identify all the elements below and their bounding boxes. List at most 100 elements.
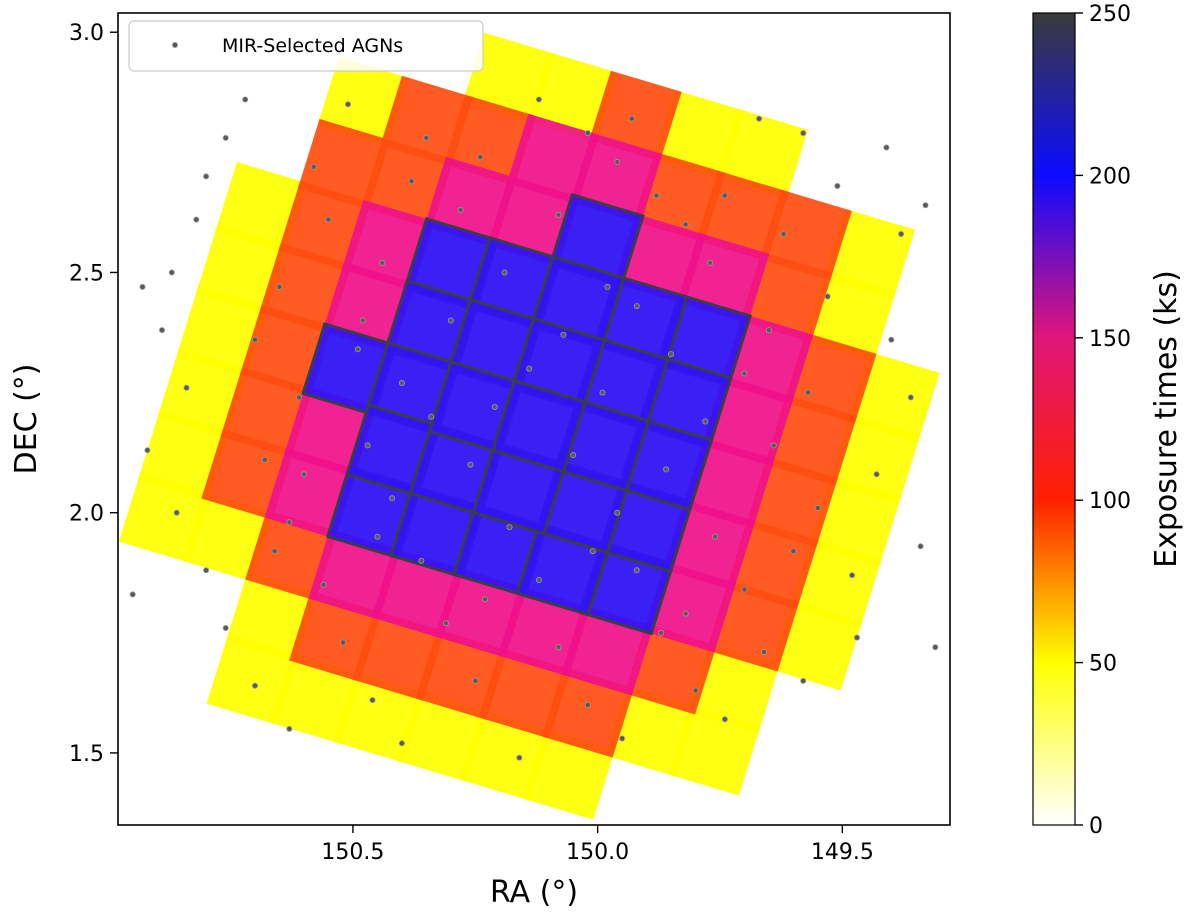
agn-point xyxy=(203,567,210,574)
agn-point xyxy=(501,269,508,276)
exposure-tile xyxy=(506,113,600,205)
agn-point xyxy=(790,548,797,555)
exposure-tile xyxy=(668,704,761,796)
x-axis-label: RA (°) xyxy=(490,875,578,910)
exposure-tile xyxy=(759,189,852,281)
agn-point xyxy=(854,634,861,641)
agn-point xyxy=(442,620,449,627)
exposure-tile xyxy=(490,379,587,474)
agn-point xyxy=(457,206,464,213)
exposure-tile xyxy=(827,413,921,505)
agn-point xyxy=(770,442,777,449)
agn-point xyxy=(721,192,728,199)
exposure-tile xyxy=(764,394,858,486)
exposure-tile xyxy=(138,410,231,501)
exposure-tile xyxy=(220,367,313,458)
agn-point xyxy=(344,101,351,108)
agn-point xyxy=(663,466,670,473)
agn-point xyxy=(682,610,689,617)
agn-point xyxy=(183,384,190,391)
agn-point xyxy=(800,130,807,137)
exposure-tile xyxy=(443,94,536,186)
exposure-tile xyxy=(687,642,780,734)
agn-point xyxy=(359,317,366,324)
agn-point xyxy=(129,591,136,598)
colorbar-tick-label: 150 xyxy=(1089,327,1131,352)
agn-point xyxy=(917,543,924,550)
agn-point xyxy=(251,336,258,343)
agn-point xyxy=(428,413,435,420)
agn-point xyxy=(761,649,768,656)
agn-point xyxy=(467,461,474,468)
exposure-tile xyxy=(415,629,508,720)
agn-point xyxy=(619,735,626,742)
exposure-tile xyxy=(215,162,308,253)
agn-point xyxy=(491,403,498,410)
agn-point xyxy=(168,269,175,276)
agn-point xyxy=(398,740,405,747)
agn-point xyxy=(633,567,640,574)
agn-point xyxy=(320,581,327,588)
agn-point xyxy=(756,115,763,122)
exposure-tile xyxy=(652,89,745,181)
agn-point xyxy=(555,644,562,651)
agn-point xyxy=(702,418,709,425)
agn-point xyxy=(932,644,939,651)
agn-point xyxy=(423,134,430,141)
colorbar-tick-label: 0 xyxy=(1089,814,1103,839)
exposure-tile xyxy=(745,456,838,548)
agn-point xyxy=(477,154,484,161)
agn-point xyxy=(560,331,567,338)
agn-point xyxy=(898,230,905,237)
exposure-tile xyxy=(633,151,726,243)
agn-point xyxy=(814,504,821,511)
agn-point xyxy=(599,389,606,396)
agn-point xyxy=(325,216,332,223)
agn-point xyxy=(780,230,787,237)
agn-point xyxy=(883,144,890,151)
agn-point xyxy=(805,389,812,396)
y-tick-label: 3.0 xyxy=(69,21,104,46)
colorbar-tick-label: 100 xyxy=(1089,489,1131,514)
exposure-tile xyxy=(332,672,426,763)
exposure-tile xyxy=(526,51,619,143)
exposure-tile xyxy=(541,666,635,758)
legend-label: MIR-Selected AGNs xyxy=(222,35,403,57)
agn-point xyxy=(340,639,347,646)
exposure-tile xyxy=(118,472,212,563)
exposure-tile xyxy=(589,70,682,162)
colorbar-tick-label: 50 xyxy=(1089,652,1117,677)
exposure-tile xyxy=(478,647,571,739)
legend: MIR-Selected AGNs xyxy=(128,20,484,72)
agn-point xyxy=(628,115,635,122)
plot-frame xyxy=(117,12,951,826)
agn-point xyxy=(222,134,229,141)
exposure-tile xyxy=(789,537,882,629)
exposure-tile xyxy=(206,634,299,725)
agn-point xyxy=(712,533,719,540)
agn-point xyxy=(907,394,914,401)
agn-point xyxy=(158,327,165,334)
colorbar xyxy=(1032,12,1076,826)
exposure-tile xyxy=(803,270,896,362)
agn-point xyxy=(589,548,596,555)
exposure-tile xyxy=(176,286,270,377)
exposure-tile xyxy=(380,75,473,167)
agn-point xyxy=(584,701,591,708)
colorbar-label: Exposure times (ks) xyxy=(1149,270,1184,568)
agn-point xyxy=(222,625,229,632)
exposure-tile xyxy=(157,348,250,439)
colorbar-tick-label: 250 xyxy=(1089,2,1131,27)
agn-point xyxy=(668,351,675,358)
agn-point xyxy=(614,509,621,516)
agn-point xyxy=(242,96,249,103)
exposure-tile xyxy=(297,118,391,210)
agn-point xyxy=(741,586,748,593)
agn-point xyxy=(389,495,396,502)
exposure-tile xyxy=(784,332,877,424)
exposure-tile xyxy=(726,518,819,610)
exposure-tile xyxy=(522,728,615,820)
exposure-tile xyxy=(352,610,445,701)
agn-point xyxy=(300,471,307,478)
